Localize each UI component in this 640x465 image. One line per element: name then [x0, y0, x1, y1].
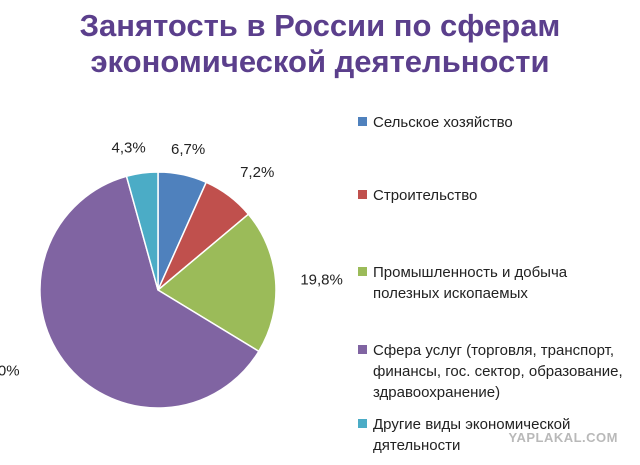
data-label-construction: 7,2% [240, 164, 274, 181]
chart-title: Занятость в России по сферам экономическ… [0, 8, 640, 80]
data-label-other: 4,3% [111, 139, 145, 156]
legend-label-services: Сфера услуг (торговля, транспорт, финанс… [373, 342, 623, 401]
legend-label-other: Другие виды экономической дятельности [373, 416, 571, 454]
data-label-agriculture: 6,7% [171, 141, 205, 158]
data-label-industry: 19,8% [300, 272, 343, 289]
legend-swatch-agriculture [358, 117, 367, 126]
chart-title-line-1: Занятость в России по сферам [79, 8, 561, 43]
legend-label-industry: Промышленность и добыча полезных ископае… [373, 264, 568, 302]
legend-swatch-other [358, 419, 367, 428]
legend-label-agriculture: Сельское хозяйство [373, 114, 513, 131]
data-label-services: 62,0% [0, 362, 20, 379]
watermark: YAPLAKAL.COM [508, 430, 618, 445]
legend-swatch-industry [358, 267, 367, 276]
legend-swatch-construction [358, 190, 367, 199]
pie-slice-other [125, 171, 159, 291]
pie-slice-industry [156, 213, 277, 353]
chart-title-line-2: экономической деятельности [90, 44, 550, 79]
legend-label-construction: Строительство [373, 187, 478, 204]
legend-swatch-services [358, 345, 367, 354]
pie-slice-services [39, 175, 260, 409]
